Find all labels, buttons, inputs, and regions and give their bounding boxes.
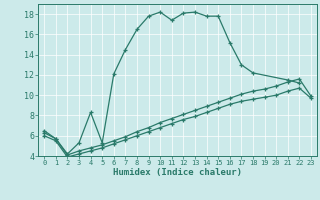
X-axis label: Humidex (Indice chaleur): Humidex (Indice chaleur) [113, 168, 242, 177]
